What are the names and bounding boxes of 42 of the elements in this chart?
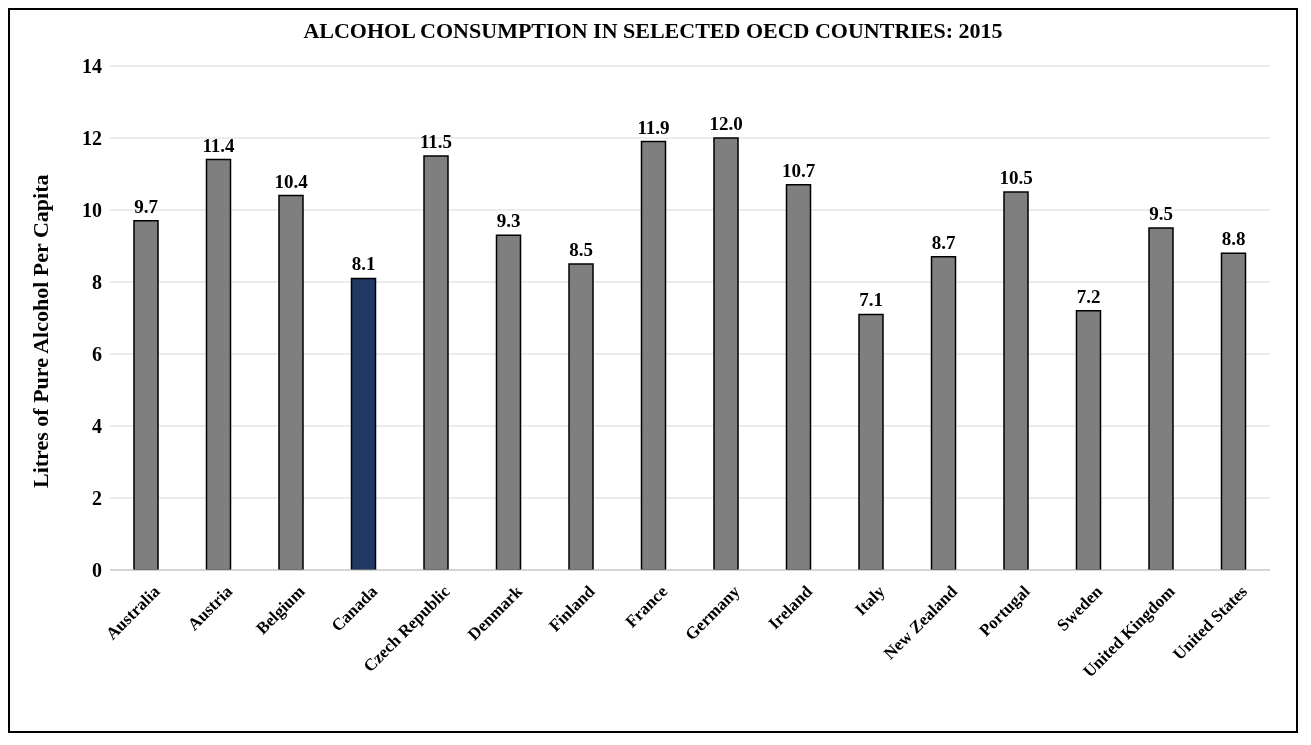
data-label: 7.1 <box>859 289 883 311</box>
y-tick-label: 8 <box>92 271 102 294</box>
data-label: 11.4 <box>202 134 236 156</box>
y-axis-title: Litres of Pure Alcohol Per Capita <box>27 174 53 488</box>
data-label: 10.5 <box>999 167 1033 188</box>
data-label: 10.4 <box>274 170 309 192</box>
data-label: 10.7 <box>781 159 816 181</box>
data-label: 8.8 <box>1221 228 1246 250</box>
data-label: 11.9 <box>637 116 670 138</box>
y-tick-label: 14 <box>82 55 102 78</box>
bar <box>1220 252 1247 570</box>
y-tick-label: 6 <box>92 343 102 366</box>
bar <box>568 263 594 570</box>
y-tick-label: 0 <box>92 559 102 582</box>
data-label: 8.1 <box>351 253 376 275</box>
y-tick-label: 10 <box>82 199 102 222</box>
bar <box>1003 191 1029 570</box>
bar <box>423 155 449 570</box>
y-tick-label: 2 <box>92 487 102 510</box>
bar <box>495 234 522 570</box>
bar <box>1148 227 1174 570</box>
data-label: 8.5 <box>569 239 593 260</box>
data-label: 9.7 <box>134 195 159 217</box>
y-tick-label: 12 <box>82 127 102 150</box>
bar <box>278 194 304 570</box>
bar <box>930 256 957 570</box>
data-label: 9.3 <box>496 210 521 232</box>
bar <box>640 140 667 570</box>
data-label: 7.2 <box>1076 285 1101 307</box>
bar <box>350 277 377 570</box>
bar <box>713 137 739 570</box>
bar <box>1075 310 1102 570</box>
bar <box>133 220 159 570</box>
data-label: 8.7 <box>931 231 956 253</box>
data-label: 12.0 <box>709 113 743 134</box>
chart-title: ALCOHOL CONSUMPTION IN SELECTED OECD COUNTRIES: 2015 <box>302 17 1004 45</box>
data-label: 9.5 <box>1149 203 1173 224</box>
bar <box>205 158 232 570</box>
bar <box>785 184 812 570</box>
data-label: 11.5 <box>419 131 453 152</box>
y-tick-label: 4 <box>92 415 102 438</box>
bar <box>858 313 884 570</box>
